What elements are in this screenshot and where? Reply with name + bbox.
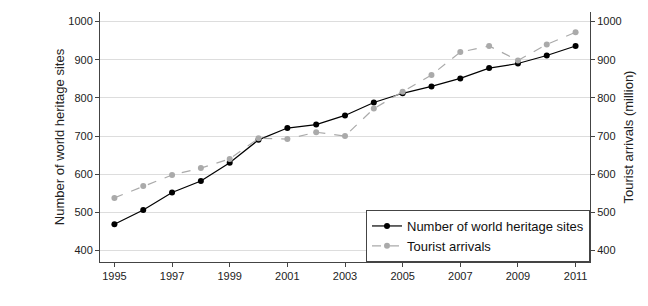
svg-text:1000: 1000 — [597, 15, 621, 27]
svg-text:2011: 2011 — [564, 270, 588, 282]
svg-text:1995: 1995 — [102, 270, 126, 282]
svg-text:2009: 2009 — [506, 270, 530, 282]
svg-text:Number of world heritage sites: Number of world heritage sites — [407, 219, 584, 234]
svg-text:500: 500 — [597, 206, 615, 218]
svg-text:1997: 1997 — [160, 270, 184, 282]
svg-text:2007: 2007 — [448, 270, 472, 282]
svg-text:900: 900 — [597, 54, 615, 66]
svg-text:1999: 1999 — [217, 270, 241, 282]
svg-text:2001: 2001 — [275, 270, 299, 282]
svg-text:700: 700 — [597, 130, 615, 142]
svg-text:500: 500 — [74, 206, 92, 218]
svg-text:600: 600 — [597, 168, 615, 180]
svg-text:Number of world heritage sites: Number of world heritage sites — [52, 48, 67, 225]
svg-text:600: 600 — [74, 168, 92, 180]
svg-text:700: 700 — [74, 130, 92, 142]
svg-text:1000: 1000 — [68, 15, 92, 27]
svg-text:800: 800 — [74, 92, 92, 104]
svg-text:400: 400 — [74, 244, 92, 256]
svg-text:Tourist arrivals (million): Tourist arrivals (million) — [621, 71, 636, 204]
svg-text:800: 800 — [597, 92, 615, 104]
svg-text:2003: 2003 — [333, 270, 357, 282]
svg-text:400: 400 — [597, 244, 615, 256]
svg-text:Tourist arrivals: Tourist arrivals — [407, 239, 491, 254]
svg-text:2005: 2005 — [390, 270, 414, 282]
svg-text:900: 900 — [74, 54, 92, 66]
